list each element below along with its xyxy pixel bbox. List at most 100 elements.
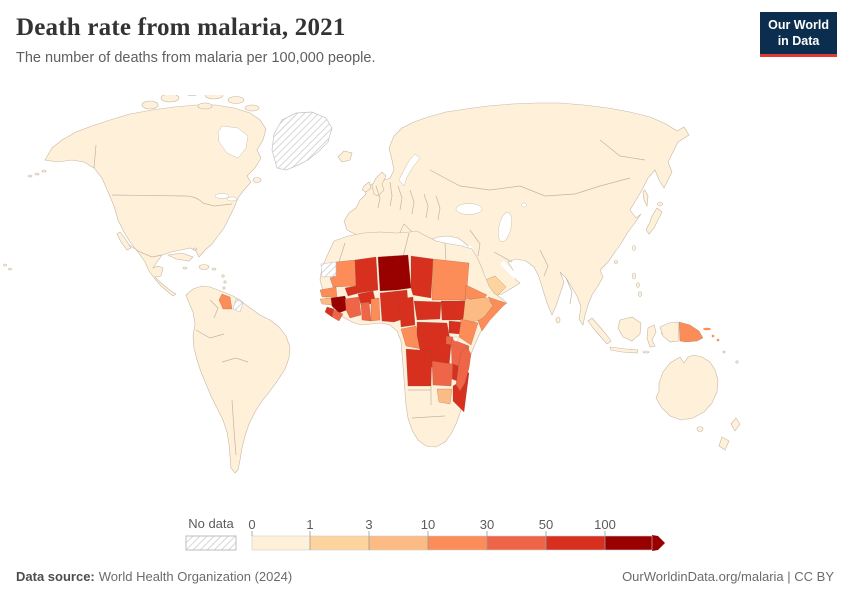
sulawesi — [646, 324, 657, 348]
owid-link[interactable]: OurWorldinData.org/malaria | CC BY — [622, 569, 834, 584]
country-guyana[interactable] — [218, 293, 233, 310]
hudson-bay — [217, 125, 249, 159]
chart-header: Death rate from malaria, 2021 The number… — [16, 13, 756, 66]
legend-bin-50-100[interactable] — [546, 536, 605, 550]
region-africa[interactable] — [319, 230, 508, 448]
border-alaska-canada — [93, 144, 97, 169]
country-kenya[interactable] — [458, 318, 479, 346]
logo-line1: Our World — [768, 18, 829, 32]
border-bolivia — [221, 357, 249, 363]
border-europe — [375, 185, 381, 209]
no-data-swatch[interactable] — [185, 535, 237, 551]
country-japan[interactable] — [645, 207, 663, 235]
great-lakes — [226, 196, 238, 202]
arctic-island — [141, 100, 159, 110]
new-zealand-north[interactable] — [730, 417, 741, 432]
border-saudi-north — [493, 251, 513, 263]
country-iceland[interactable] — [337, 150, 353, 163]
border-peru-brazil — [195, 329, 225, 339]
hainan — [614, 260, 618, 264]
country-puerto-rico — [211, 267, 217, 271]
country-cameroon[interactable] — [398, 296, 416, 328]
country-australia[interactable] — [655, 354, 719, 421]
arctic-island — [183, 88, 201, 96]
legend-tick: 100 — [594, 517, 616, 532]
border-colombia-venezuela — [209, 299, 219, 319]
country-somalia[interactable] — [477, 296, 507, 332]
footer-link[interactable]: OurWorldinData.org/malaria | CC BY — [622, 569, 834, 584]
country-togo-benin[interactable] — [370, 297, 381, 322]
country-sudan[interactable] — [431, 258, 470, 301]
arctic-island — [227, 96, 245, 104]
border-argentina-chile — [231, 399, 237, 456]
country-guinea-bissau[interactable] — [319, 297, 333, 306]
region-south-america[interactable] — [185, 285, 291, 474]
legend-arrow — [652, 535, 665, 551]
legend-bin-3-10[interactable] — [369, 536, 428, 550]
country-greenland-no-data[interactable] — [271, 111, 333, 171]
legend-tick-marks — [251, 531, 606, 550]
lake-victoria — [453, 336, 459, 342]
legend-bin-1-3[interactable] — [310, 536, 369, 550]
data-source: Data source: World Health Organization (2… — [16, 569, 292, 584]
hawaii — [3, 263, 7, 267]
data-source-label: Data source: — [16, 569, 95, 584]
sumatra — [587, 317, 612, 345]
country-niger[interactable] — [377, 254, 412, 292]
country-angola[interactable] — [405, 348, 433, 387]
country-ireland[interactable] — [361, 181, 372, 193]
country-cuba[interactable] — [167, 252, 194, 262]
country-french-guiana-no-data[interactable] — [232, 298, 244, 313]
new-zealand-south[interactable] — [718, 436, 730, 451]
country-uk[interactable] — [371, 171, 387, 197]
country-south-america-mainland[interactable] — [185, 285, 291, 474]
legend-bin-0-1[interactable] — [252, 536, 310, 550]
region-oceania[interactable] — [587, 272, 741, 451]
world-map[interactable] — [0, 88, 850, 507]
baja-california — [116, 231, 132, 251]
map-legend: No data 0 1 3 10 30 50 100 — [180, 508, 690, 556]
country-mali[interactable] — [344, 256, 379, 297]
persian-gulf — [500, 261, 518, 279]
chart-subtitle: The number of deaths from malaria per 10… — [16, 50, 376, 66]
world-map-svg[interactable] — [0, 88, 850, 507]
country-north-america-mainland[interactable] — [44, 104, 267, 297]
country-papua-new-guinea[interactable] — [678, 321, 704, 343]
country-liberia[interactable] — [331, 309, 344, 322]
country-cote-divoire[interactable] — [344, 296, 362, 319]
country-uganda[interactable] — [448, 320, 462, 335]
border-algeria-libya — [402, 232, 410, 258]
legend-bin-10-30[interactable] — [428, 536, 487, 550]
sakhalin — [642, 189, 649, 208]
country-guinea[interactable] — [330, 295, 350, 314]
legend-bin-100plus[interactable] — [605, 536, 652, 550]
aleutian-island — [34, 172, 40, 176]
solomon-islands — [716, 338, 720, 342]
country-madagascar[interactable] — [455, 346, 472, 392]
country-south-sudan[interactable] — [440, 300, 466, 321]
country-ghana[interactable] — [360, 301, 372, 322]
arctic-island — [160, 93, 180, 103]
lesser-antilles — [223, 280, 227, 284]
legend-bin-30-50[interactable] — [487, 536, 546, 550]
country-sri-lanka — [555, 316, 561, 324]
solomon-islands — [711, 334, 715, 338]
country-central-african-republic[interactable] — [413, 300, 442, 321]
tasmania — [696, 426, 704, 432]
country-senegal[interactable] — [319, 286, 338, 299]
country-chad[interactable] — [410, 255, 434, 299]
region-north-america[interactable] — [3, 88, 267, 297]
legend-svg: No data 0 1 3 10 30 50 100 — [185, 516, 665, 551]
country-zimbabwe[interactable] — [436, 388, 453, 405]
owid-logo[interactable]: Our World in Data — [760, 12, 837, 57]
arctic-island — [197, 102, 213, 110]
region-eurasia[interactable] — [343, 102, 690, 326]
country-western-sahara-no-data[interactable] — [320, 261, 337, 278]
west-papua[interactable] — [659, 321, 680, 343]
legend-tick: 10 — [421, 517, 435, 532]
lesser-antilles — [221, 274, 225, 278]
country-zambia[interactable] — [431, 360, 454, 387]
country-hispaniola[interactable] — [198, 264, 210, 270]
newfoundland — [252, 177, 262, 183]
